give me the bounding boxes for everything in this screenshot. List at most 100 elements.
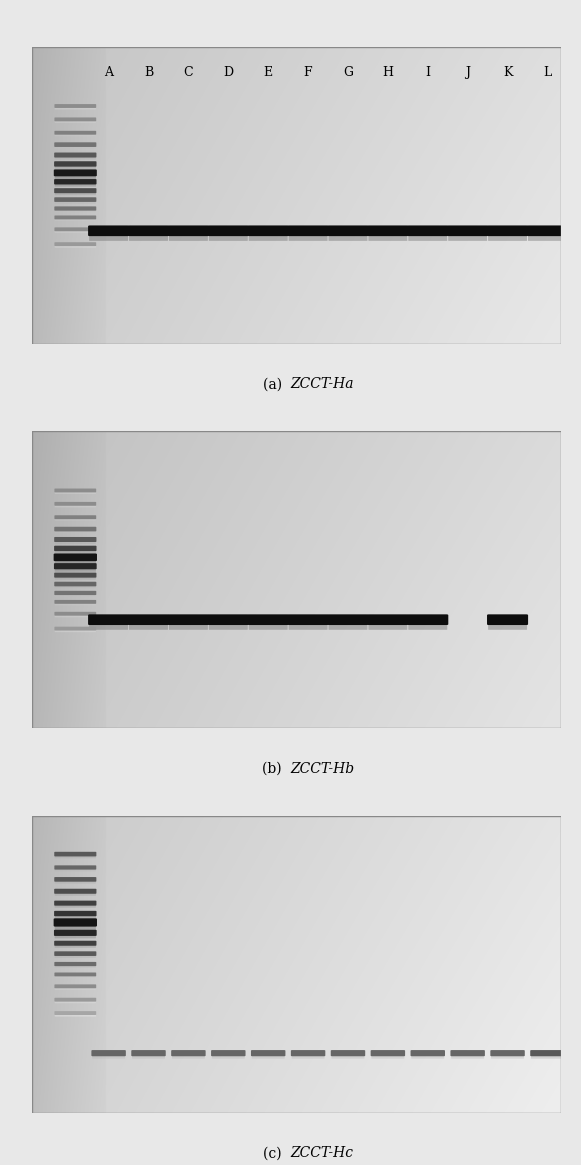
FancyBboxPatch shape <box>54 930 96 935</box>
FancyBboxPatch shape <box>129 623 168 630</box>
FancyBboxPatch shape <box>54 573 96 578</box>
FancyBboxPatch shape <box>289 235 328 241</box>
Text: H: H <box>382 66 393 79</box>
FancyBboxPatch shape <box>54 153 96 157</box>
FancyBboxPatch shape <box>55 530 96 534</box>
FancyBboxPatch shape <box>54 940 96 946</box>
Text: C: C <box>184 66 193 79</box>
FancyBboxPatch shape <box>92 1055 125 1059</box>
FancyBboxPatch shape <box>128 226 169 236</box>
FancyBboxPatch shape <box>488 623 527 630</box>
FancyBboxPatch shape <box>54 901 96 905</box>
FancyBboxPatch shape <box>331 1050 365 1057</box>
Text: (a): (a) <box>263 377 290 391</box>
FancyBboxPatch shape <box>54 142 96 147</box>
FancyBboxPatch shape <box>54 527 96 531</box>
FancyBboxPatch shape <box>55 231 96 233</box>
FancyBboxPatch shape <box>55 502 96 506</box>
FancyBboxPatch shape <box>328 226 368 236</box>
FancyBboxPatch shape <box>252 1055 285 1059</box>
FancyBboxPatch shape <box>55 594 96 596</box>
FancyBboxPatch shape <box>55 577 96 580</box>
Text: G: G <box>343 66 353 79</box>
FancyBboxPatch shape <box>531 1055 564 1059</box>
FancyBboxPatch shape <box>55 627 96 630</box>
FancyBboxPatch shape <box>55 984 96 988</box>
FancyBboxPatch shape <box>55 216 96 219</box>
FancyBboxPatch shape <box>54 545 96 551</box>
FancyBboxPatch shape <box>55 997 96 1002</box>
FancyBboxPatch shape <box>88 614 129 626</box>
FancyBboxPatch shape <box>129 235 168 241</box>
FancyBboxPatch shape <box>54 563 96 570</box>
FancyBboxPatch shape <box>89 623 128 630</box>
FancyBboxPatch shape <box>53 918 97 926</box>
FancyBboxPatch shape <box>54 581 96 586</box>
FancyBboxPatch shape <box>91 1050 126 1057</box>
FancyBboxPatch shape <box>289 623 328 630</box>
FancyBboxPatch shape <box>55 550 96 553</box>
FancyBboxPatch shape <box>407 226 449 236</box>
FancyBboxPatch shape <box>487 614 528 626</box>
FancyBboxPatch shape <box>451 1055 484 1059</box>
FancyBboxPatch shape <box>371 1055 404 1059</box>
FancyBboxPatch shape <box>488 235 527 241</box>
FancyBboxPatch shape <box>407 614 449 626</box>
FancyBboxPatch shape <box>447 226 488 236</box>
Text: (b): (b) <box>262 762 290 776</box>
FancyBboxPatch shape <box>490 1050 525 1057</box>
Text: L: L <box>543 66 551 79</box>
FancyBboxPatch shape <box>169 235 208 241</box>
FancyBboxPatch shape <box>131 1050 166 1057</box>
FancyBboxPatch shape <box>55 869 96 871</box>
FancyBboxPatch shape <box>55 600 96 603</box>
FancyBboxPatch shape <box>528 235 567 241</box>
FancyBboxPatch shape <box>55 504 96 508</box>
FancyBboxPatch shape <box>55 569 96 572</box>
FancyBboxPatch shape <box>55 219 96 221</box>
FancyBboxPatch shape <box>54 889 96 894</box>
FancyBboxPatch shape <box>55 925 96 930</box>
FancyBboxPatch shape <box>55 210 96 212</box>
FancyBboxPatch shape <box>55 202 96 204</box>
FancyBboxPatch shape <box>55 227 96 231</box>
FancyBboxPatch shape <box>251 1050 285 1057</box>
FancyBboxPatch shape <box>448 235 487 241</box>
FancyBboxPatch shape <box>368 235 407 241</box>
FancyBboxPatch shape <box>368 623 407 630</box>
FancyBboxPatch shape <box>55 488 96 493</box>
FancyBboxPatch shape <box>367 614 408 626</box>
FancyBboxPatch shape <box>55 541 96 544</box>
FancyBboxPatch shape <box>132 1055 165 1059</box>
FancyBboxPatch shape <box>55 966 96 968</box>
FancyBboxPatch shape <box>491 1055 524 1059</box>
FancyBboxPatch shape <box>292 1055 325 1059</box>
FancyBboxPatch shape <box>54 911 96 916</box>
FancyBboxPatch shape <box>411 1050 445 1057</box>
FancyBboxPatch shape <box>55 192 96 196</box>
FancyBboxPatch shape <box>249 623 288 630</box>
FancyBboxPatch shape <box>55 892 96 896</box>
FancyBboxPatch shape <box>55 492 96 494</box>
FancyBboxPatch shape <box>208 226 249 236</box>
FancyBboxPatch shape <box>54 852 96 856</box>
FancyBboxPatch shape <box>248 614 289 626</box>
FancyBboxPatch shape <box>55 107 96 110</box>
FancyBboxPatch shape <box>55 975 96 977</box>
FancyBboxPatch shape <box>291 1050 325 1057</box>
FancyBboxPatch shape <box>55 935 96 938</box>
FancyBboxPatch shape <box>55 1011 96 1015</box>
FancyBboxPatch shape <box>55 916 96 918</box>
FancyBboxPatch shape <box>55 118 96 121</box>
FancyBboxPatch shape <box>128 614 169 626</box>
Text: B: B <box>144 66 153 79</box>
FancyBboxPatch shape <box>55 1015 96 1017</box>
FancyBboxPatch shape <box>487 226 528 236</box>
FancyBboxPatch shape <box>527 226 568 236</box>
FancyBboxPatch shape <box>54 537 96 542</box>
FancyBboxPatch shape <box>55 955 96 958</box>
Text: ZCCT-Hc: ZCCT-Hc <box>290 1146 353 1160</box>
FancyBboxPatch shape <box>55 630 96 633</box>
FancyBboxPatch shape <box>55 881 96 883</box>
FancyBboxPatch shape <box>53 553 97 562</box>
